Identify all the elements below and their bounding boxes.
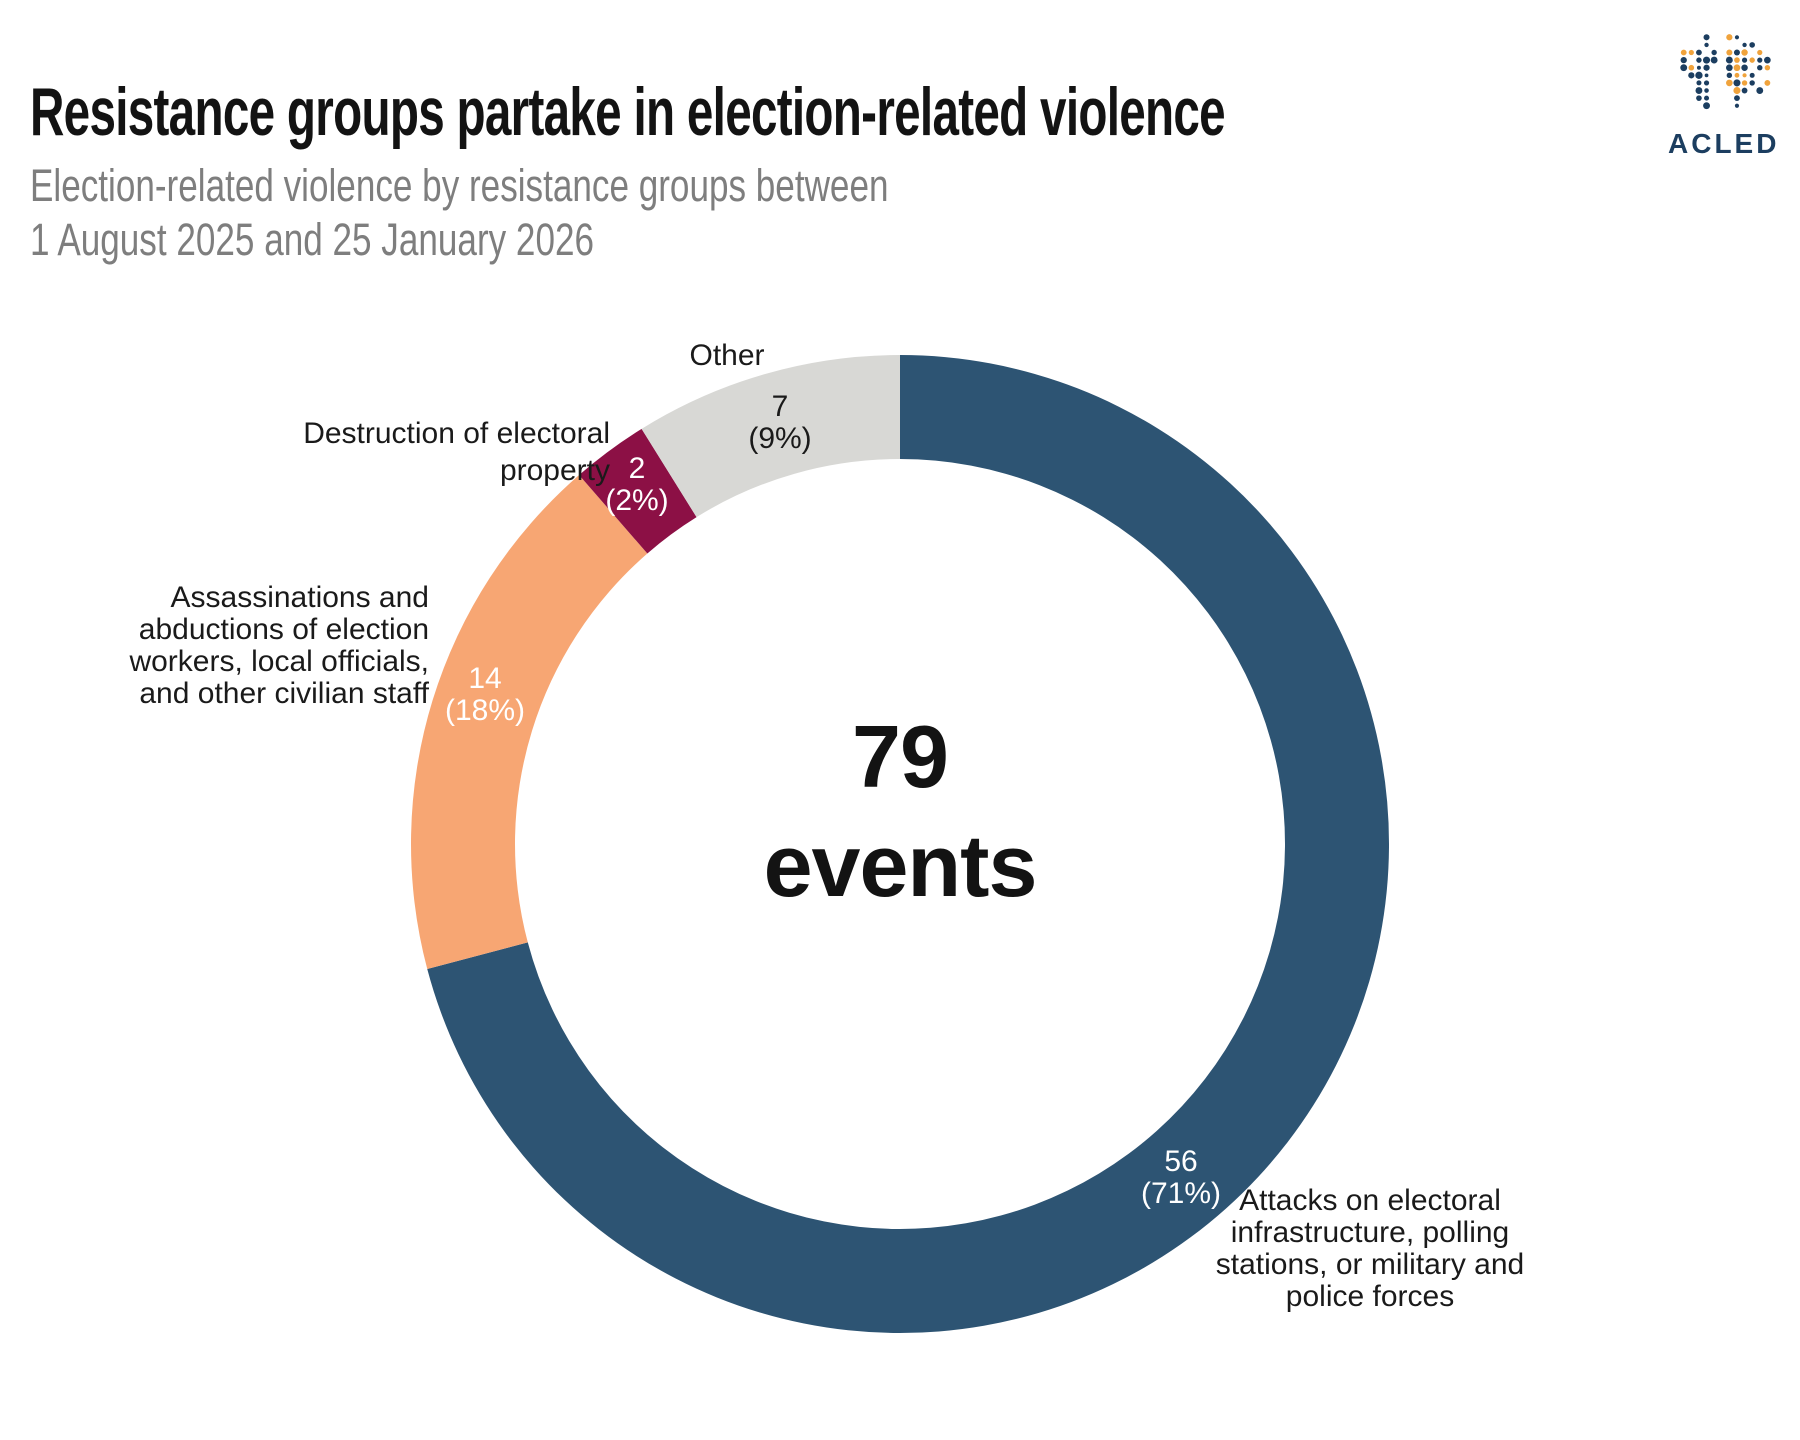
acled-logo: ACLED: [1668, 34, 1778, 160]
donut-segment-other: [641, 355, 900, 518]
segment-value-label-attacks: 56 (71%): [1140, 1145, 1222, 1210]
donut-segment-assassinations: [411, 475, 648, 969]
page-title: Resistance groups partake in election-re…: [30, 73, 1226, 150]
donut-segment-destruction: [579, 428, 697, 554]
donut-center-label: 79 events: [0, 702, 1800, 920]
segment-label-assassinations: Assassinations and abductions of electio…: [129, 581, 429, 710]
acled-wordmark: ACLED: [1668, 128, 1780, 159]
segment-label-destruction: Destruction of electoral property: [303, 417, 610, 487]
segment-value-label-assassinations: 14 (18%): [444, 662, 526, 727]
segment-value-label-destruction: 2 (2%): [605, 452, 669, 517]
segment-label-other: Other: [689, 339, 765, 372]
center-unit: events: [763, 816, 1038, 915]
chart-subtitle: Election-related violence by resistance …: [30, 160, 889, 265]
dotted-globe-icon: [1680, 34, 1771, 110]
center-total: 79: [852, 707, 949, 806]
segment-label-attacks: Attacks on electoral infrastructure, pol…: [1215, 1184, 1525, 1313]
segment-value-label-other: 7 (9%): [748, 390, 812, 455]
